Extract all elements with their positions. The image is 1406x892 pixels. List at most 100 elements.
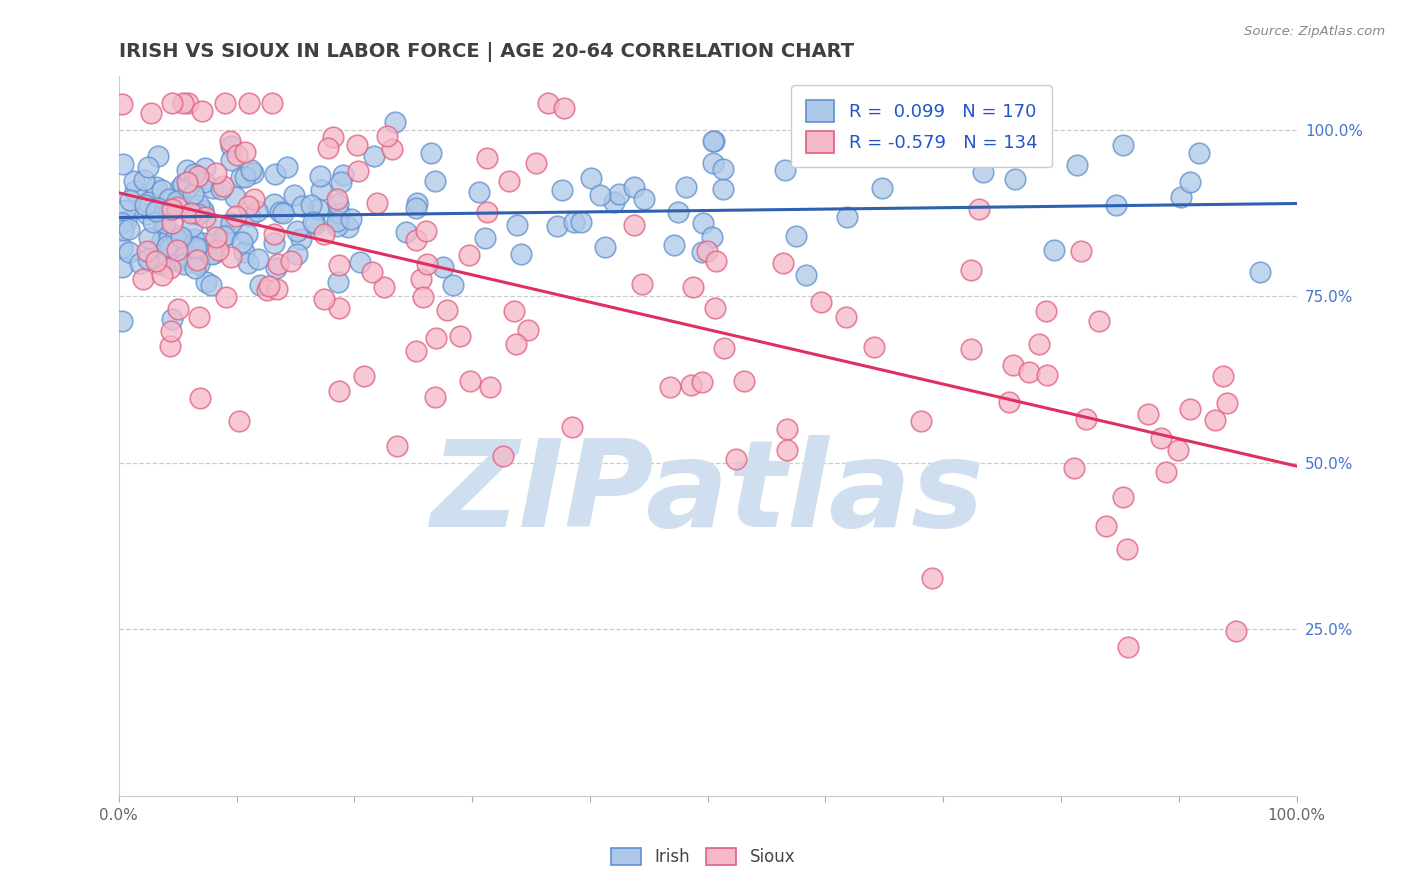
Point — [150, 184, 173, 198]
Point — [136, 244, 159, 259]
Point — [156, 238, 179, 252]
Point — [150, 233, 173, 247]
Point — [229, 170, 252, 185]
Point — [201, 247, 224, 261]
Point — [1136, 407, 1159, 421]
Point — [246, 203, 269, 218]
Point — [111, 241, 134, 255]
Point — [263, 235, 285, 250]
Point — [1216, 396, 1239, 410]
Point — [316, 141, 339, 155]
Point — [215, 227, 238, 242]
Point — [772, 256, 794, 270]
Point — [960, 263, 983, 277]
Point — [177, 180, 200, 194]
Point — [205, 230, 228, 244]
Point — [122, 174, 145, 188]
Point — [921, 571, 943, 585]
Point — [561, 420, 583, 434]
Point — [166, 200, 188, 214]
Point — [184, 261, 207, 276]
Point — [290, 232, 312, 246]
Point — [136, 194, 159, 209]
Point — [183, 167, 205, 181]
Point — [449, 329, 471, 343]
Point — [412, 290, 434, 304]
Text: ZIPatlas: ZIPatlas — [430, 435, 984, 552]
Point — [118, 244, 141, 259]
Point — [287, 224, 309, 238]
Point — [1225, 624, 1247, 639]
Point — [219, 216, 242, 230]
Point — [266, 282, 288, 296]
Point — [328, 206, 350, 220]
Point — [603, 194, 626, 209]
Point — [135, 244, 157, 259]
Point — [111, 96, 134, 111]
Point — [173, 257, 195, 271]
Point — [581, 170, 603, 185]
Point — [384, 115, 406, 129]
Point — [870, 180, 893, 194]
Point — [360, 264, 382, 278]
Point — [193, 202, 215, 217]
Point — [363, 149, 385, 163]
Point — [180, 219, 202, 233]
Point — [194, 211, 217, 225]
Point — [1212, 368, 1234, 383]
Point — [314, 227, 336, 242]
Point — [169, 181, 191, 195]
Point — [269, 205, 291, 219]
Point — [704, 301, 727, 315]
Point — [115, 214, 138, 228]
Point — [675, 179, 697, 194]
Point — [682, 279, 704, 293]
Point — [263, 197, 285, 211]
Point — [233, 169, 256, 184]
Point — [242, 165, 264, 179]
Point — [553, 101, 575, 115]
Point — [145, 180, 167, 194]
Point — [1112, 490, 1135, 504]
Point — [114, 203, 136, 218]
Point — [276, 160, 298, 174]
Point — [328, 258, 350, 272]
Point — [776, 443, 799, 458]
Point — [225, 148, 247, 162]
Point — [239, 209, 262, 223]
Point — [194, 275, 217, 289]
Point — [349, 254, 371, 268]
Point — [1070, 244, 1092, 259]
Point — [862, 340, 884, 354]
Point — [152, 221, 174, 235]
Point — [187, 310, 209, 324]
Point — [221, 153, 243, 168]
Point — [1167, 443, 1189, 458]
Point — [263, 167, 285, 181]
Point — [477, 151, 499, 165]
Point — [425, 331, 447, 345]
Point — [187, 207, 209, 221]
Point — [146, 201, 169, 215]
Point — [159, 241, 181, 255]
Point — [405, 233, 427, 247]
Point — [1001, 358, 1024, 372]
Point — [188, 198, 211, 212]
Point — [193, 235, 215, 250]
Point — [299, 197, 322, 211]
Point — [713, 341, 735, 355]
Point — [118, 193, 141, 207]
Point — [221, 250, 243, 264]
Point — [149, 257, 172, 271]
Point — [188, 391, 211, 405]
Point — [236, 199, 259, 213]
Point — [309, 169, 332, 183]
Point — [468, 185, 491, 199]
Point — [347, 163, 370, 178]
Point — [214, 95, 236, 110]
Point — [328, 384, 350, 398]
Point — [1180, 175, 1202, 189]
Point — [212, 179, 235, 194]
Point — [204, 245, 226, 260]
Point — [972, 165, 994, 179]
